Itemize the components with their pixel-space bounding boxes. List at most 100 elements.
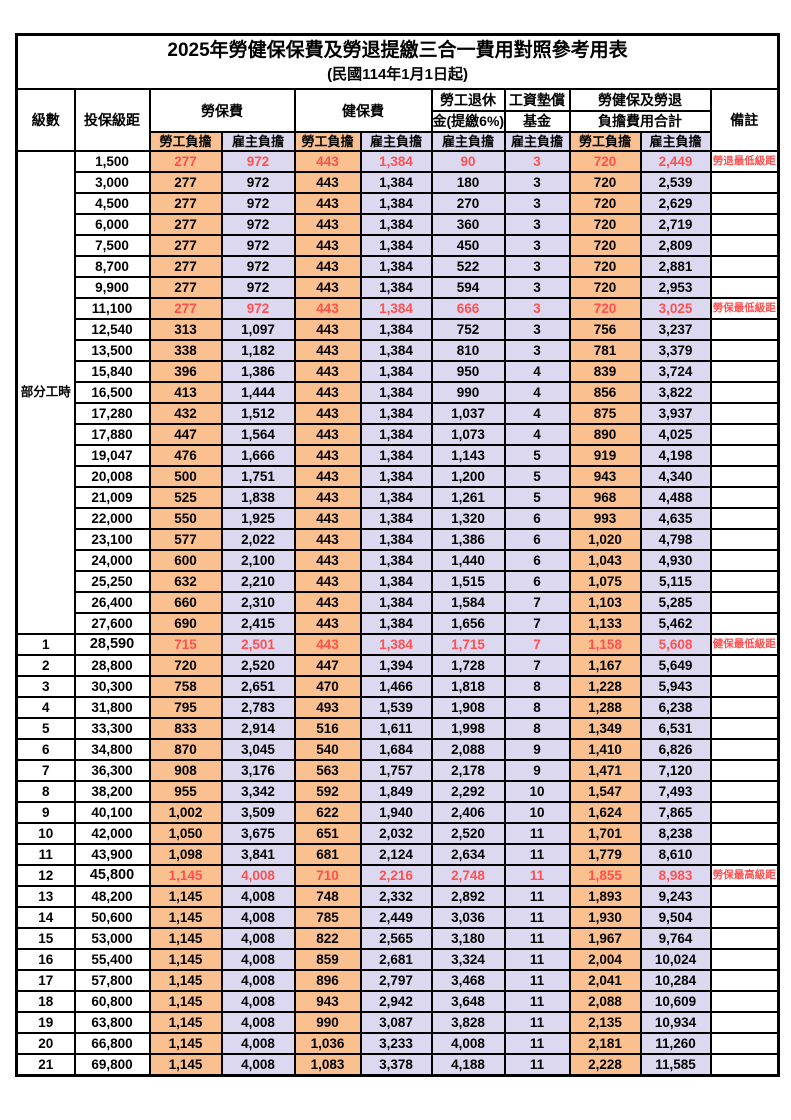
remark-cell (709, 318, 780, 341)
value-cell: 632 (148, 570, 223, 593)
value-cell: 1,547 (568, 780, 642, 803)
value-cell: 1,384 (359, 507, 433, 530)
remark-cell (709, 213, 780, 236)
value-cell: 443 (293, 318, 362, 341)
table-row: 27,600 690 2,415 443 1,384 1,656 7 1,133 5,462 (17, 612, 780, 635)
value-cell: 1,349 (568, 717, 642, 740)
value-cell: 6,238 (639, 696, 712, 719)
value-cell: 447 (293, 654, 362, 677)
value-cell: 2,124 (359, 843, 433, 866)
value-cell: 447 (148, 423, 223, 446)
value-cell: 500 (148, 465, 223, 488)
title-row: 2025年勞健保保費及勞退提繳三合一費用對照參考用表 (民國114年1月1日起) (15, 33, 780, 90)
value-cell: 3,841 (220, 843, 296, 866)
value-cell: 2,501 (220, 633, 296, 656)
table-row: 13 48,200 1,145 4,008 748 2,332 2,892 11 1,893 9,… (15, 885, 780, 908)
value-cell: 10,609 (639, 990, 712, 1013)
remark-cell (709, 990, 780, 1013)
value-cell: 443 (293, 276, 362, 299)
value-cell: 277 (148, 276, 223, 299)
value-cell: 1,384 (359, 171, 433, 194)
value-cell: 11 (503, 1032, 571, 1055)
value-cell: 360 (430, 213, 506, 236)
value-cell: 7,865 (639, 801, 712, 824)
value-cell: 2,292 (430, 780, 506, 803)
value-cell: 8 (503, 675, 571, 698)
value-cell: 277 (148, 192, 223, 215)
value-cell: 4,188 (430, 1053, 506, 1077)
remark-cell (709, 780, 780, 803)
value-cell: 2,953 (639, 276, 712, 299)
table-row: 11 43,900 1,098 3,841 681 2,124 2,634 11 1,779 8,… (15, 843, 780, 866)
value-cell: 443 (293, 360, 362, 383)
value-cell: 1,384 (359, 633, 433, 656)
value-cell: 600 (148, 549, 223, 572)
bracket-cell: 17,280 (73, 402, 151, 425)
value-cell: 1,384 (359, 192, 433, 215)
value-cell: 277 (148, 213, 223, 236)
value-cell: 3,378 (359, 1053, 433, 1077)
value-cell: 5 (503, 486, 571, 509)
value-cell: 1,384 (359, 549, 433, 572)
value-cell: 277 (148, 234, 223, 257)
value-cell: 1,145 (148, 1011, 223, 1034)
bracket-cell: 24,000 (73, 549, 151, 572)
table-row: 1 28,590 715 2,501 443 1,384 1,715 7 1,158 5,608 健… (15, 633, 780, 656)
value-cell: 2,088 (568, 990, 642, 1013)
level-cell: 17 (15, 969, 76, 992)
value-cell: 4,798 (639, 528, 712, 551)
value-cell: 7,120 (639, 759, 712, 782)
value-cell: 720 (568, 150, 642, 173)
value-cell: 443 (293, 444, 362, 467)
table-row: 7,500 277 972 443 1,384 450 3 720 2,809 (17, 234, 780, 257)
bracket-cell: 23,100 (73, 528, 151, 551)
table-row: 20 66,800 1,145 4,008 1,036 3,233 4,008 11 2,181… (15, 1032, 780, 1055)
value-cell: 2,651 (220, 675, 296, 698)
value-cell: 856 (568, 381, 642, 404)
value-cell: 443 (293, 213, 362, 236)
value-cell: 1,925 (220, 507, 296, 530)
value-cell: 5,115 (639, 570, 712, 593)
bracket-cell: 45,800 (73, 864, 151, 887)
value-cell: 6 (503, 528, 571, 551)
value-cell: 908 (148, 759, 223, 782)
level-cell: 18 (15, 990, 76, 1013)
value-cell: 9,504 (639, 906, 712, 929)
value-cell: 443 (293, 171, 362, 194)
value-cell: 3,675 (220, 822, 296, 845)
value-cell: 1,584 (430, 591, 506, 614)
remark-cell (709, 843, 780, 866)
value-cell: 3,176 (220, 759, 296, 782)
value-cell: 756 (568, 318, 642, 341)
remark-cell (709, 549, 780, 572)
table-row: 21 69,800 1,145 4,008 1,083 3,378 4,188 11 2,228… (15, 1053, 780, 1077)
value-cell: 1,384 (359, 570, 433, 593)
value-cell: 1,261 (430, 486, 506, 509)
value-cell: 2,032 (359, 822, 433, 845)
value-cell: 4,008 (220, 1032, 296, 1055)
value-cell: 1,940 (359, 801, 433, 824)
level-cell: 5 (15, 717, 76, 740)
header-pension-line2: 金(提繳6%) (430, 110, 506, 133)
value-cell: 1,036 (293, 1032, 362, 1055)
value-cell: 1,656 (430, 612, 506, 635)
value-cell: 3 (503, 234, 571, 257)
value-cell: 993 (568, 507, 642, 530)
value-cell: 2,783 (220, 696, 296, 719)
value-cell: 3,828 (430, 1011, 506, 1034)
remark-cell (709, 444, 780, 467)
table-row: 12 45,800 1,145 4,008 710 2,216 2,748 11 1,855 8,… (15, 864, 780, 887)
bracket-cell: 60,800 (73, 990, 151, 1013)
value-cell: 8,983 (639, 864, 712, 887)
value-cell: 1,083 (293, 1053, 362, 1077)
value-cell: 493 (293, 696, 362, 719)
remark-cell (709, 507, 780, 530)
bracket-cell: 13,500 (73, 339, 151, 362)
level-cell: 8 (15, 780, 76, 803)
remark-cell (709, 381, 780, 404)
value-cell: 1,515 (430, 570, 506, 593)
value-cell: 577 (148, 528, 223, 551)
value-cell: 3 (503, 213, 571, 236)
remark-cell (709, 906, 780, 929)
value-cell: 443 (293, 255, 362, 278)
